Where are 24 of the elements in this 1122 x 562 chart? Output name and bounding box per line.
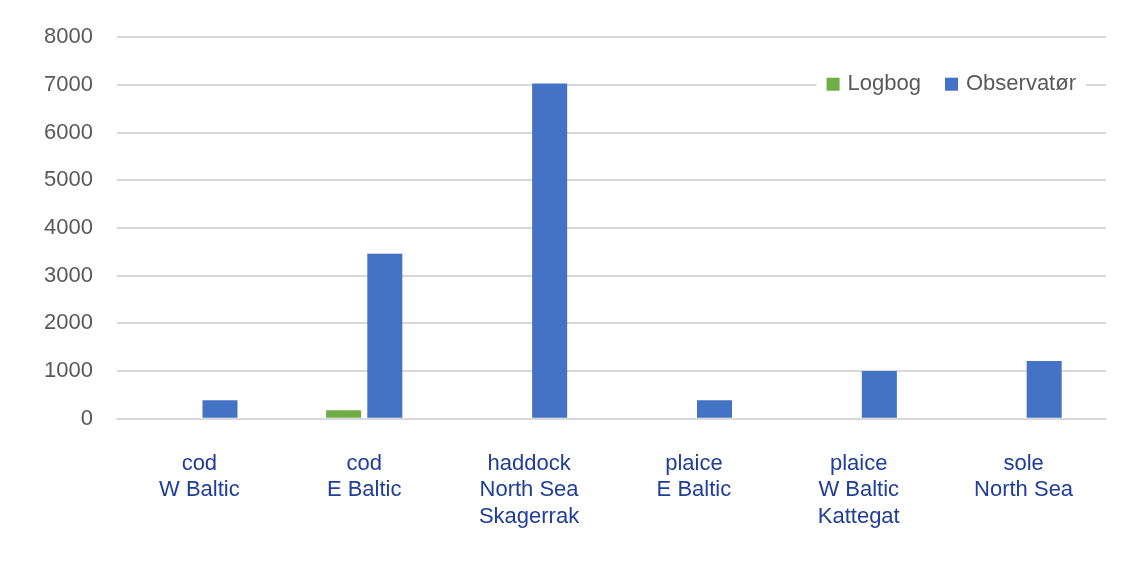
y-tick-label: 3000 bbox=[43, 261, 93, 287]
y-tick-label: 6000 bbox=[43, 118, 93, 144]
x-tick-label: plaice E Baltic bbox=[656, 450, 732, 502]
x-tick-label: plaice W Baltic Kattegat bbox=[817, 450, 900, 528]
x-tick-label: sole North Sea bbox=[974, 450, 1074, 502]
x-tick-label: haddock North Sea Skagerrak bbox=[478, 450, 581, 528]
y-tick-label: 5000 bbox=[43, 166, 93, 192]
legend-label: Observatør bbox=[965, 70, 1077, 96]
bar bbox=[1026, 361, 1062, 418]
bar bbox=[861, 371, 897, 418]
y-tick-label: 7000 bbox=[43, 70, 93, 96]
bar bbox=[367, 253, 403, 418]
bar bbox=[326, 410, 362, 418]
bar bbox=[202, 400, 238, 418]
legend-label: Logbog bbox=[847, 70, 921, 96]
y-tick-label: 8000 bbox=[43, 23, 93, 49]
y-tick-label: 0 bbox=[80, 404, 93, 430]
bar bbox=[696, 400, 733, 418]
x-tick-label: cod E Baltic bbox=[326, 450, 402, 502]
y-tick-label: 4000 bbox=[43, 214, 93, 240]
y-tick-label: 1000 bbox=[43, 357, 93, 383]
y-tick-label: 2000 bbox=[43, 309, 93, 335]
x-tick-label: cod W Baltic bbox=[159, 450, 240, 502]
bar bbox=[532, 83, 568, 418]
